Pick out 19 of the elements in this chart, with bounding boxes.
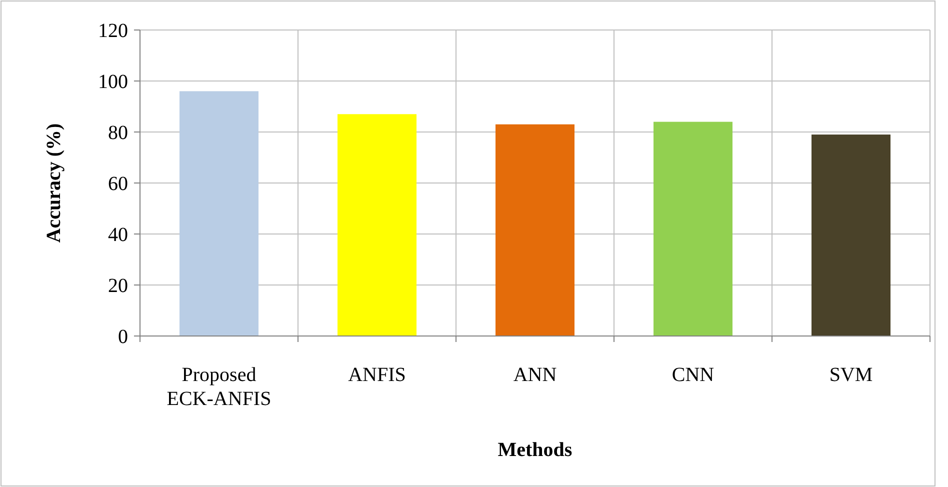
bar <box>812 134 890 336</box>
y-tick-label: 100 <box>98 71 128 93</box>
y-tick-label: 80 <box>108 122 128 144</box>
x-tick-label: Proposed ECK-ANFIS <box>166 364 272 410</box>
x-tick-label: SVM <box>829 364 873 386</box>
bar <box>654 122 732 336</box>
y-axis-title: Accuracy (%) <box>43 123 65 243</box>
y-tick-label: 20 <box>108 275 128 297</box>
y-tick-label: 40 <box>108 224 128 246</box>
x-tick-label: ANN <box>513 364 557 386</box>
bar <box>180 91 258 336</box>
x-tick-label: CNN <box>672 364 714 386</box>
bar <box>338 114 416 336</box>
y-tick-label: 0 <box>118 326 128 348</box>
x-tick-label: ANFIS <box>348 364 406 386</box>
y-tick-label: 120 <box>98 20 128 42</box>
bar <box>496 124 574 336</box>
x-axis-title: Methods <box>498 439 572 461</box>
y-tick-label: 60 <box>108 173 128 195</box>
